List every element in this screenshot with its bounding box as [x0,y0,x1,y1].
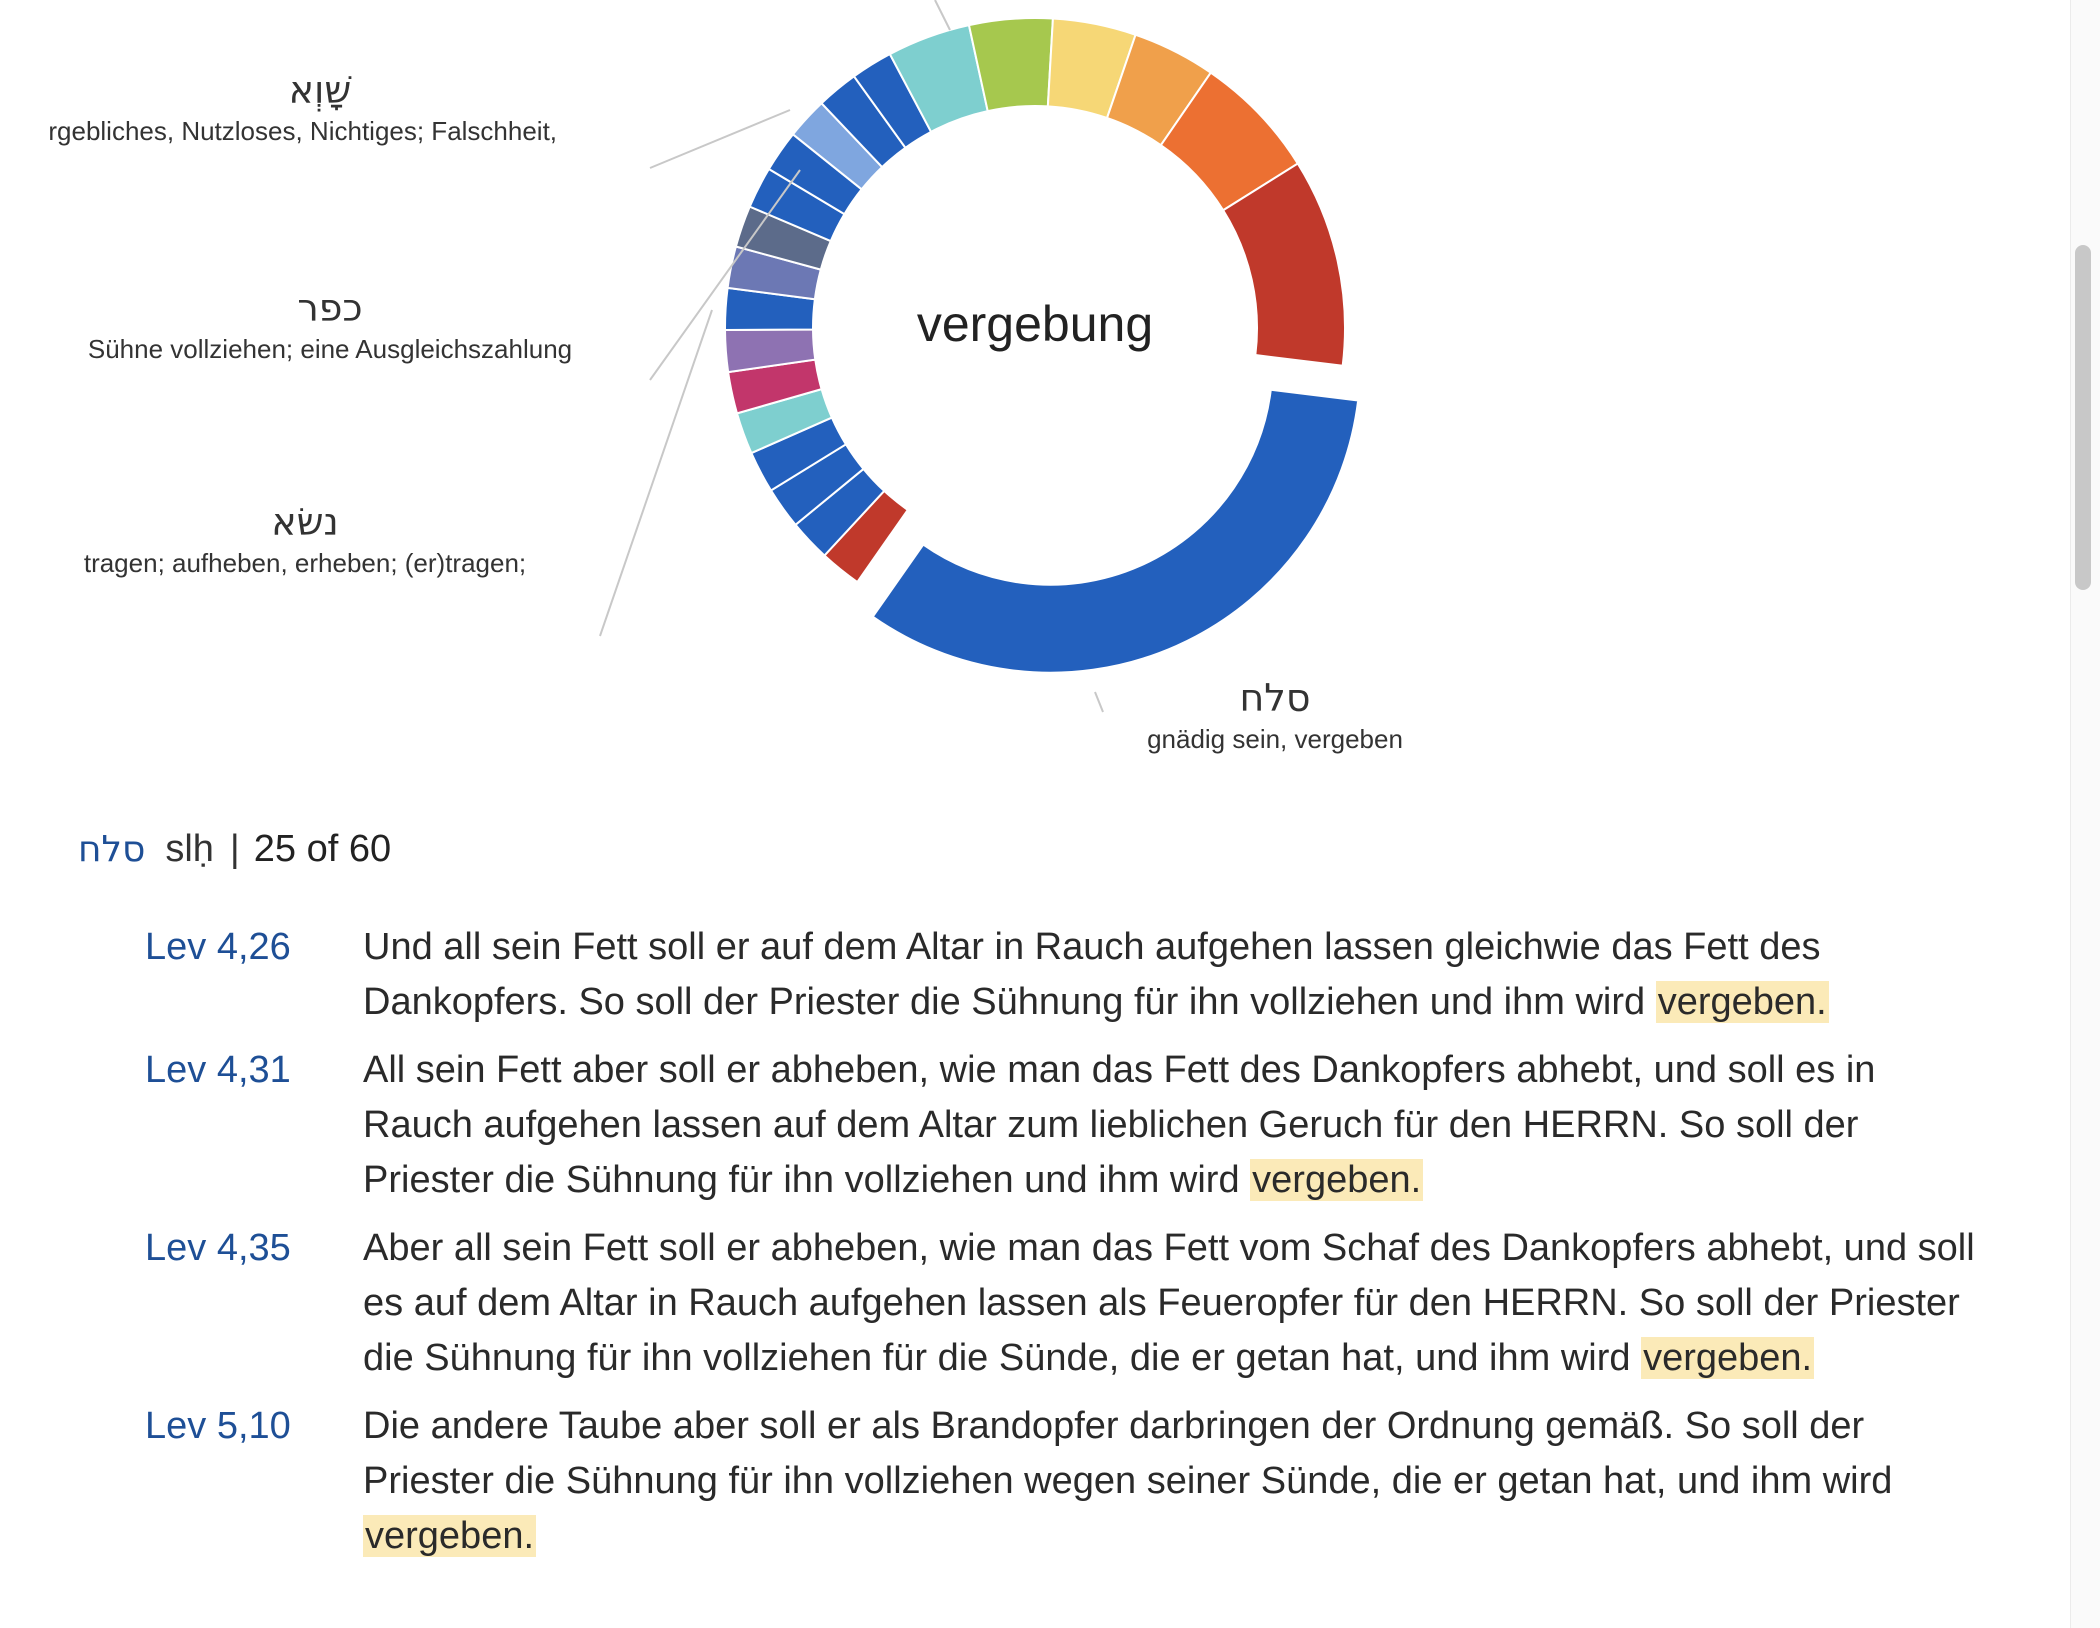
callout-ns[interactable]: נשׂא tragen; aufheben, erheben; (er)trag… [55,498,555,580]
callout-shaw[interactable]: שָׁוְא Vergebliches, Nutzloses, Nichtige… [50,66,590,148]
highlighted-term: vergeben. [363,1515,537,1557]
highlighted-term: vergeben. [1641,1337,1815,1379]
verse-text: Die andere Taube aber soll er als Brando… [363,1399,1993,1564]
result-hebrew-word[interactable]: סלח [78,829,146,870]
verse-body: Die andere Taube aber soll er als Brando… [363,1405,1893,1502]
result-header: סלח slḥ | 25 of 60 [78,828,391,871]
donut-slice[interactable] [1221,162,1346,367]
verse-text: All sein Fett aber soll er abheben, wie … [363,1043,1993,1208]
callout-hebrew: סלח [1239,676,1311,720]
result-transliteration: slḥ [165,828,214,870]
verse-body: Aber all sein Fett soll er abheben, wie … [363,1227,1975,1379]
result-separator: | [229,828,240,870]
verse-reference-link[interactable]: Lev 5,10 [145,1405,291,1447]
donut-svg [599,0,1360,713]
callout-gloss: Sühne vollziehen; eine Ausgleichszahlung [87,334,573,364]
callout-gloss: gnädig sein, vergeben [1147,724,1403,754]
verse-body: All sein Fett aber soll er abheben, wie … [363,1049,1876,1201]
verse-text: Und all sein Fett soll er auf dem Altar … [363,920,1993,1030]
center-label: vergebung [916,296,1154,352]
scrollbar-track[interactable] [2070,0,2100,1628]
verse-body: Und all sein Fett soll er auf dem Altar … [363,926,1821,1023]
verse-list: Lev 4,26 Und all sein Fett soll er auf d… [145,920,1995,1577]
result-count: 25 of 60 [253,828,392,870]
leader-line [649,109,791,169]
leader-line [934,0,951,31]
highlighted-term: vergeben. [1250,1159,1424,1201]
callout-hebrew: שָׁוְא [288,68,352,112]
verse-reference-link[interactable]: Lev 4,26 [145,926,291,968]
verse-text: Aber all sein Fett soll er abheben, wie … [363,1221,1993,1386]
verse-row: Lev 4,35 Aber all sein Fett soll er abhe… [145,1221,1995,1386]
callout-hebrew: כפר [297,286,363,330]
callout-kpr[interactable]: כפר Sühne vollziehen; eine Ausgleichszah… [55,284,605,366]
callout-gloss: tragen; aufheben, erheben; (er)tragen; [83,548,527,578]
highlighted-term: vergeben. [1655,981,1829,1023]
verse-reference-link[interactable]: Lev 4,31 [145,1049,291,1091]
leader-line [599,309,713,637]
callout-slh[interactable]: סלח gnädig sein, vergeben [1120,674,1430,756]
leader-line [649,169,801,381]
callout-hebrew: נשׂא [271,500,339,544]
donut-slice[interactable] [871,388,1360,674]
word-usage-donut-chart: שָׁוְא Vergebliches, Nutzloses, Nichtige… [0,0,2060,790]
leader-line [1094,691,1104,713]
verse-reference-link[interactable]: Lev 4,35 [145,1227,291,1269]
callout-gloss: Vergebliches, Nutzloses, Nichtiges; Fals… [50,116,558,146]
verse-row: Lev 4,31 All sein Fett aber soll er abhe… [145,1043,1995,1208]
verse-row: Lev 4,26 Und all sein Fett soll er auf d… [145,920,1995,1030]
scrollbar-thumb[interactable] [2075,245,2091,590]
verse-row: Lev 5,10 Die andere Taube aber soll er a… [145,1399,1995,1564]
